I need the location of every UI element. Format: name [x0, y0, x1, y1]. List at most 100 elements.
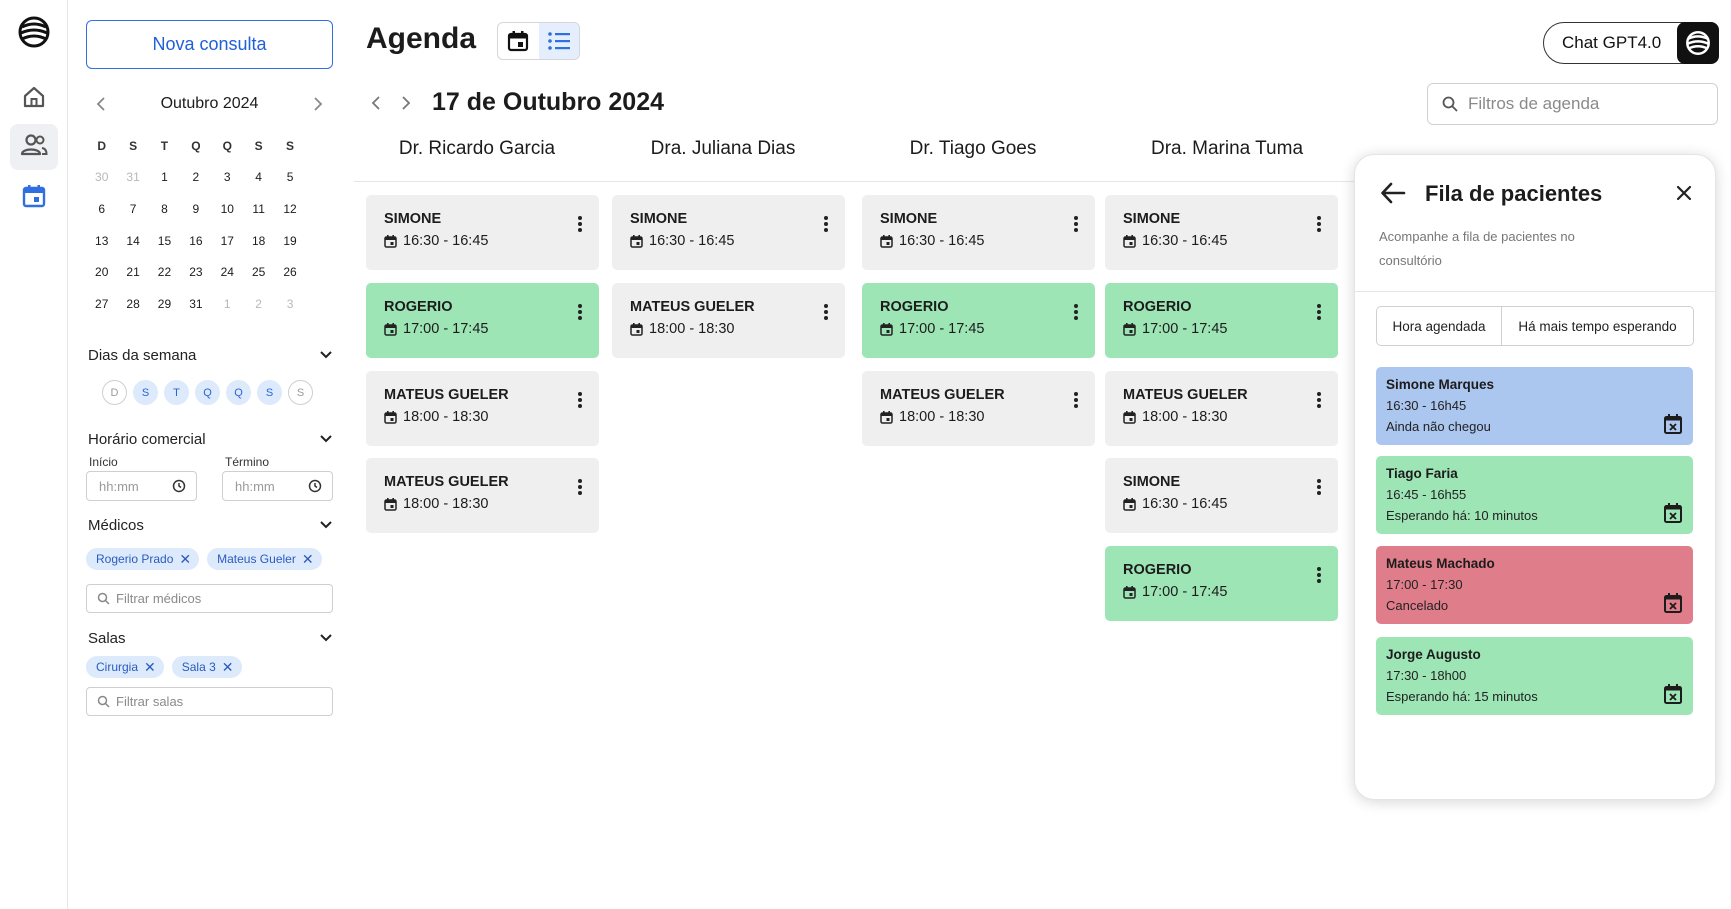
- weekday-toggle[interactable]: T: [164, 380, 189, 405]
- calendar-day[interactable]: 19: [283, 233, 297, 248]
- more-options-icon[interactable]: [1316, 392, 1322, 408]
- calendar-day[interactable]: 21: [126, 265, 140, 280]
- calendar-day[interactable]: 3: [223, 170, 231, 185]
- calendar-day[interactable]: 3: [286, 296, 294, 311]
- queue-patient-card[interactable]: Mateus Machado 17:00 - 17:30 Cancelado: [1376, 546, 1693, 624]
- calendar-day[interactable]: 25: [251, 265, 266, 280]
- weekday-toggle[interactable]: Q: [195, 380, 220, 405]
- calendar-day[interactable]: 2: [192, 170, 200, 185]
- list-view-button[interactable]: [538, 23, 579, 59]
- start-time-input[interactable]: hh:mm: [86, 471, 197, 501]
- more-options-icon[interactable]: [577, 392, 583, 408]
- filter-doctors-input[interactable]: Filtrar médicos: [86, 584, 333, 613]
- appointment-card[interactable]: MATEUS GUELER 18:00 - 18:30: [366, 458, 599, 533]
- weekday-toggle[interactable]: S: [257, 380, 282, 405]
- sort-scheduled-time-tab[interactable]: Hora agendada: [1377, 307, 1502, 345]
- appointment-card[interactable]: MATEUS GUELER 18:00 - 18:30: [612, 283, 845, 358]
- appointment-card[interactable]: ROGERIO 17:00 - 17:45: [1105, 283, 1338, 358]
- appointment-card[interactable]: MATEUS GUELER 18:00 - 18:30: [366, 371, 599, 446]
- patients-nav-button[interactable]: [10, 124, 58, 170]
- weekday-toggle[interactable]: S: [288, 380, 313, 405]
- calendar-day[interactable]: 26: [283, 265, 297, 280]
- queue-patient-card[interactable]: Jorge Augusto 17:30 - 18h00 Esperando há: …: [1376, 637, 1693, 715]
- calendar-day[interactable]: 22: [157, 265, 172, 280]
- new-appointment-button[interactable]: Nova consulta: [86, 20, 333, 69]
- calendar-day[interactable]: 24: [220, 265, 234, 280]
- more-options-icon[interactable]: [823, 304, 829, 320]
- calendar-view-button[interactable]: [498, 23, 539, 59]
- calendar-day[interactable]: 5: [286, 170, 294, 185]
- next-day-button[interactable]: [396, 91, 416, 115]
- calendar-day[interactable]: 13: [95, 233, 109, 248]
- appointment-card[interactable]: MATEUS GUELER 18:00 - 18:30: [1105, 371, 1338, 446]
- calendar-day[interactable]: 1: [161, 170, 168, 185]
- more-options-icon[interactable]: [1316, 479, 1322, 495]
- remove-chip-icon[interactable]: ✕: [179, 551, 192, 567]
- cancel-appointment-icon[interactable]: [1663, 592, 1683, 614]
- calendar-day[interactable]: 23: [189, 265, 203, 280]
- appointment-card[interactable]: SIMONE 16:30 - 16:45: [1105, 195, 1338, 270]
- prev-day-button[interactable]: [366, 91, 386, 115]
- cancel-appointment-icon[interactable]: [1663, 413, 1683, 435]
- queue-patient-card[interactable]: Simone Marques 16:30 - 16h45 Ainda não che…: [1376, 367, 1693, 445]
- weekday-toggle[interactable]: S: [133, 380, 158, 405]
- calendar-day[interactable]: 6: [98, 201, 106, 216]
- remove-chip-icon[interactable]: ✕: [144, 659, 156, 675]
- calendar-nav-button[interactable]: [10, 175, 58, 221]
- calendar-day[interactable]: 30: [95, 170, 109, 185]
- calendar-day[interactable]: 31: [189, 296, 203, 311]
- more-options-icon[interactable]: [1073, 304, 1079, 320]
- filter-rooms-input[interactable]: Filtrar salas: [86, 687, 333, 716]
- calendar-day[interactable]: 16: [189, 233, 203, 248]
- prev-month-button[interactable]: [86, 92, 116, 116]
- appointment-card[interactable]: SIMONE 16:30 - 16:45: [612, 195, 845, 270]
- more-options-icon[interactable]: [1316, 304, 1322, 320]
- rooms-section-header[interactable]: Salas: [88, 627, 333, 649]
- calendar-day[interactable]: 12: [283, 201, 297, 216]
- more-options-icon[interactable]: [1073, 216, 1079, 232]
- calendar-day[interactable]: 7: [129, 201, 137, 216]
- calendar-day[interactable]: 27: [95, 296, 109, 311]
- sort-longest-waiting-tab[interactable]: Há mais tempo esperando: [1518, 318, 1677, 334]
- weekday-toggle[interactable]: D: [102, 380, 127, 405]
- calendar-day[interactable]: 17: [220, 233, 234, 248]
- weekday-toggle[interactable]: Q: [226, 380, 251, 405]
- calendar-day[interactable]: 20: [95, 265, 109, 280]
- remove-chip-icon[interactable]: ✕: [301, 551, 314, 567]
- calendar-day[interactable]: 15: [157, 233, 172, 248]
- more-options-icon[interactable]: [577, 304, 583, 320]
- calendar-day[interactable]: 29: [157, 296, 172, 311]
- calendar-day[interactable]: 8: [161, 201, 168, 216]
- calendar-day[interactable]: 9: [192, 201, 200, 216]
- appointment-card[interactable]: ROGERIO 17:00 - 17:45: [1105, 546, 1338, 621]
- agenda-filter-input[interactable]: Filtros de agenda: [1427, 83, 1718, 125]
- more-options-icon[interactable]: [1316, 567, 1322, 583]
- next-month-button[interactable]: [303, 92, 333, 116]
- business-hours-section-header[interactable]: Horário comercial: [88, 428, 333, 450]
- appointment-card[interactable]: ROGERIO 17:00 - 17:45: [862, 283, 1095, 358]
- end-time-input[interactable]: hh:mm: [222, 471, 333, 501]
- chat-gpt-button[interactable]: Chat GPT4.0: [1543, 22, 1719, 64]
- calendar-day[interactable]: 10: [220, 201, 234, 216]
- appointment-card[interactable]: SIMONE 16:30 - 16:45: [1105, 458, 1338, 533]
- cancel-appointment-icon[interactable]: [1663, 683, 1683, 705]
- close-button[interactable]: [1674, 183, 1696, 205]
- more-options-icon[interactable]: [577, 216, 583, 232]
- calendar-day[interactable]: 4: [255, 170, 262, 185]
- doctors-section-header[interactable]: Médicos: [88, 514, 333, 536]
- calendar-day[interactable]: 2: [255, 296, 262, 311]
- calendar-day[interactable]: 1: [223, 296, 231, 311]
- appointment-card[interactable]: MATEUS GUELER 18:00 - 18:30: [862, 371, 1095, 446]
- weekdays-section-header[interactable]: Dias da semana: [88, 344, 333, 366]
- appointment-card[interactable]: SIMONE 16:30 - 16:45: [862, 195, 1095, 270]
- calendar-day[interactable]: 31: [126, 170, 140, 185]
- appointment-card[interactable]: SIMONE 16:30 - 16:45: [366, 195, 599, 270]
- home-nav-button[interactable]: [10, 76, 58, 122]
- more-options-icon[interactable]: [1073, 392, 1079, 408]
- queue-patient-card[interactable]: Tiago Faria 16:45 - 16h55 Esperando há: 10…: [1376, 456, 1693, 534]
- calendar-day[interactable]: 28: [126, 296, 140, 311]
- back-button[interactable]: [1379, 179, 1407, 207]
- app-logo-icon[interactable]: [17, 15, 51, 49]
- cancel-appointment-icon[interactable]: [1663, 502, 1683, 524]
- more-options-icon[interactable]: [823, 216, 829, 232]
